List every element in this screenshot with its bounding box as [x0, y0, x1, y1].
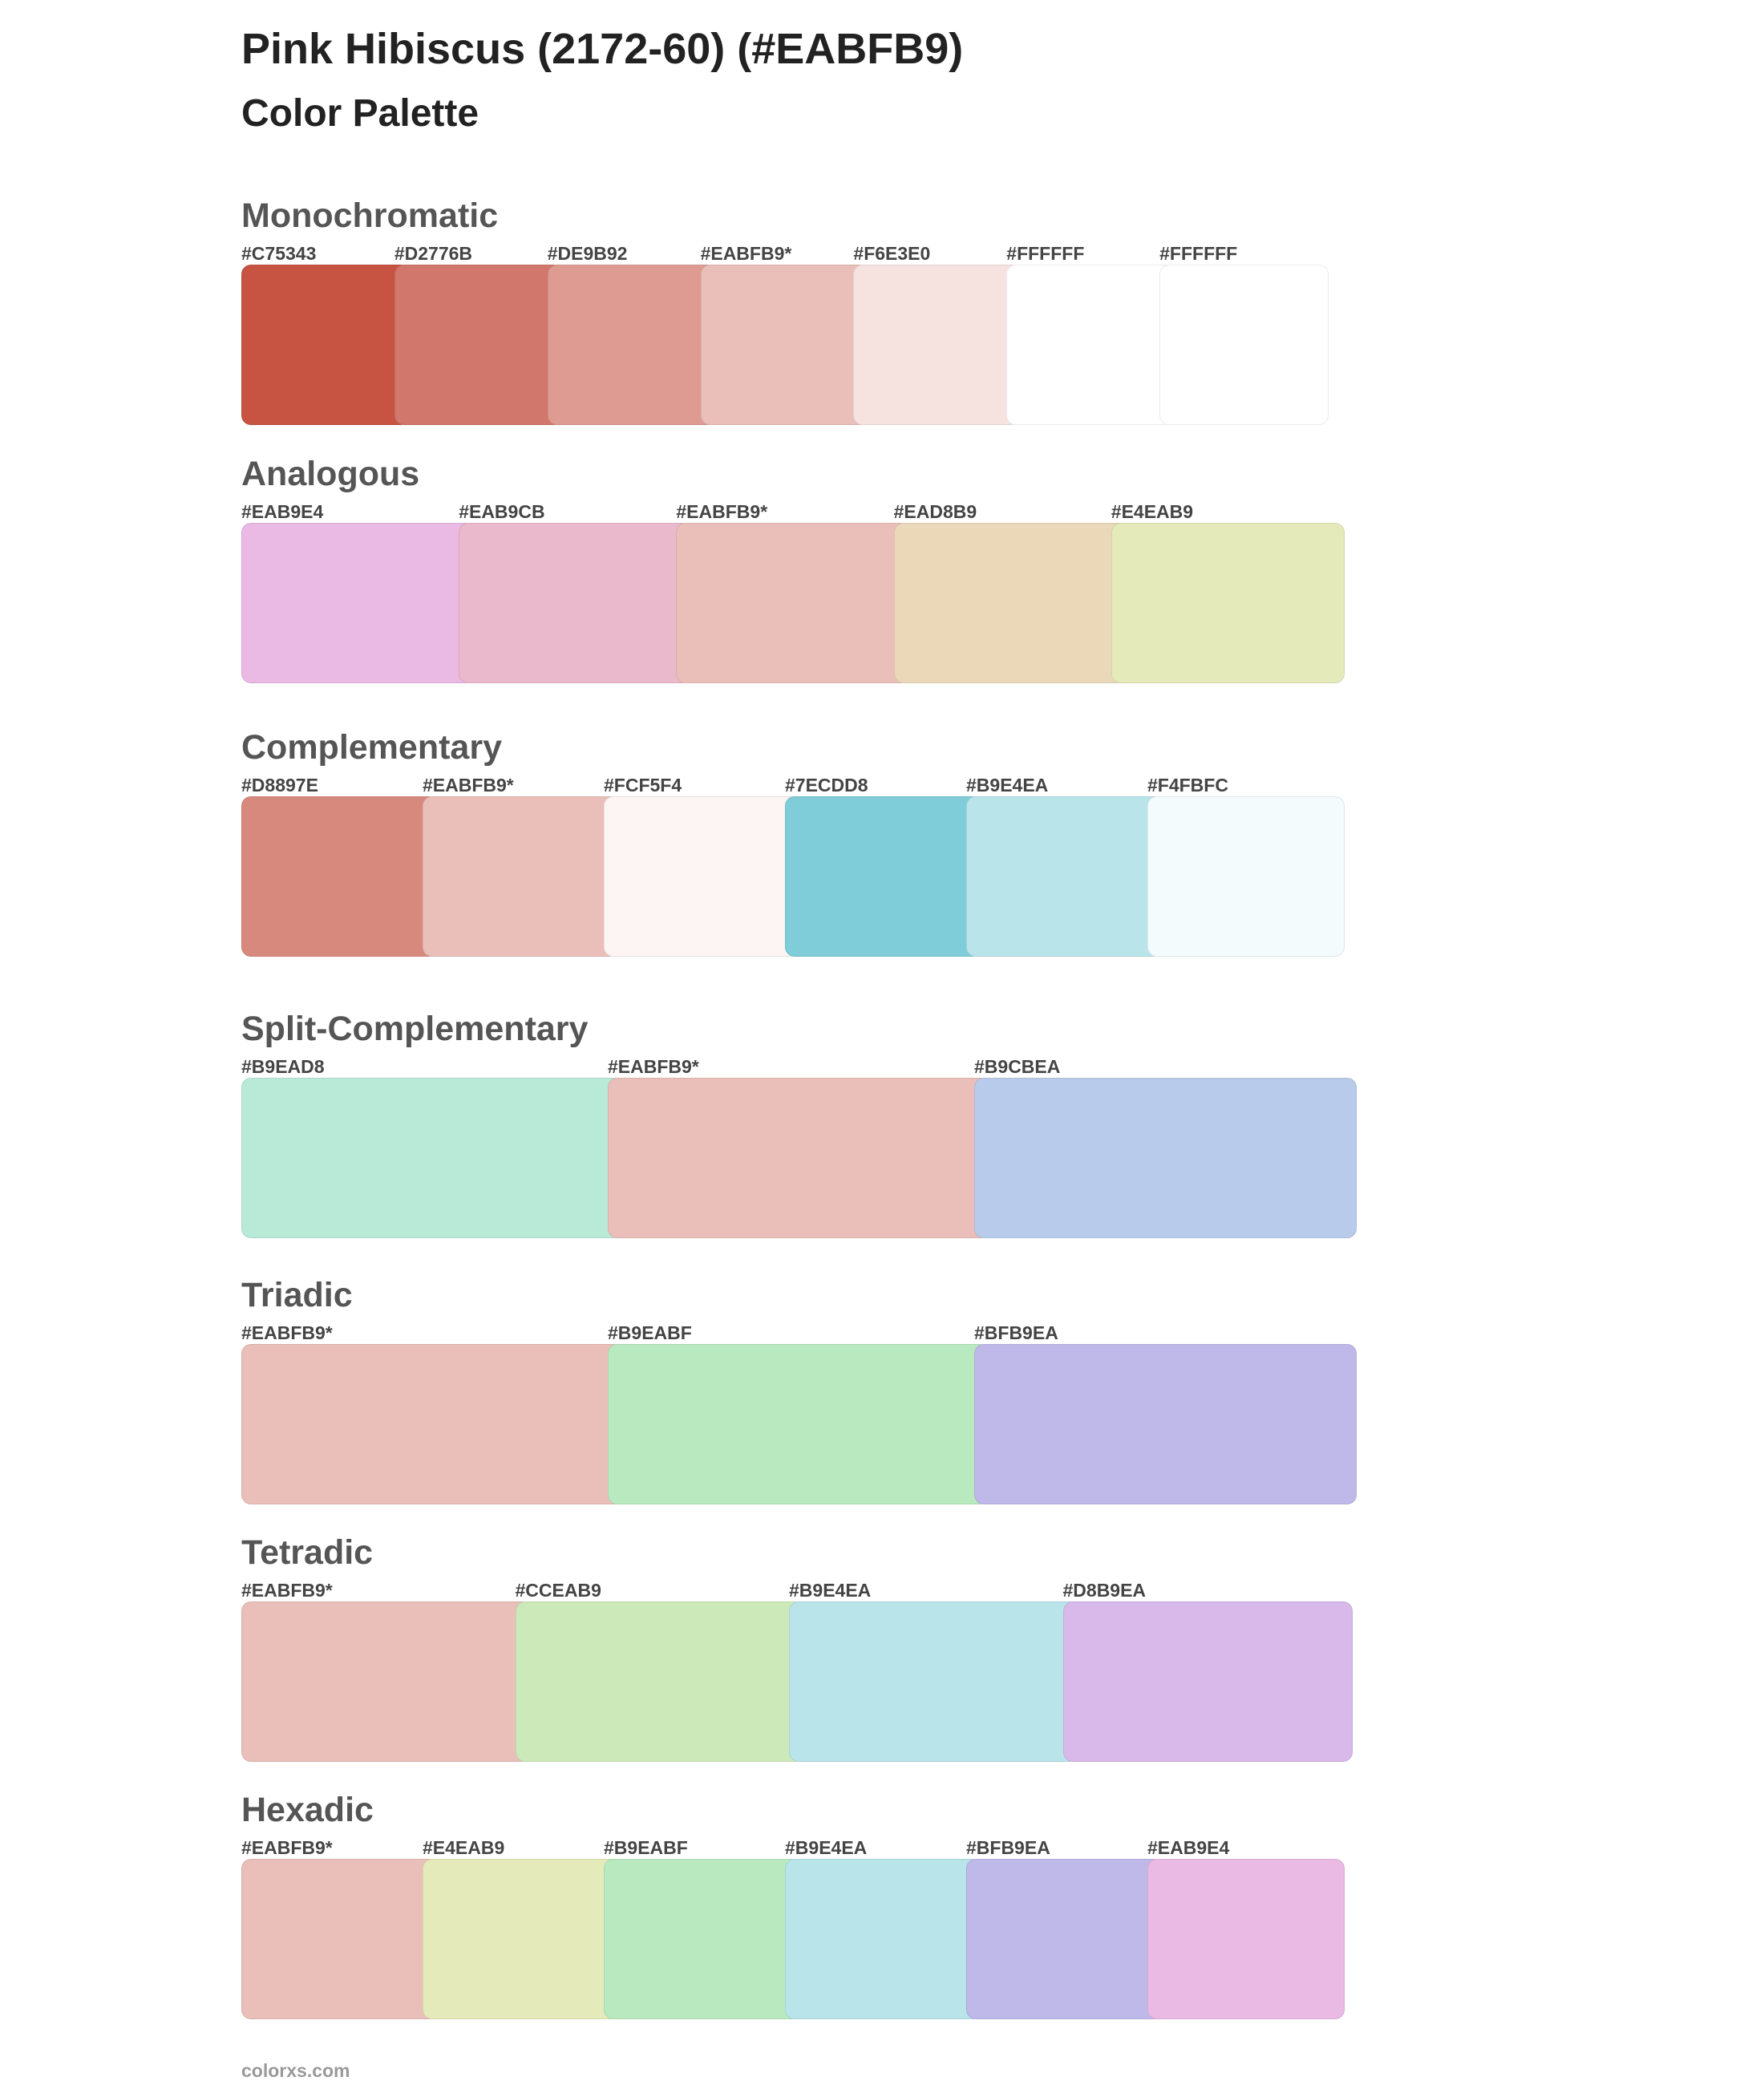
- swatch-label: #F4FBFC: [1147, 775, 1228, 796]
- swatch: [1006, 265, 1176, 425]
- swatch: [241, 1078, 624, 1238]
- swatch-label: #EABFB9*: [700, 243, 792, 264]
- page-title: Pink Hibiscus (2172-60) (#EABFB9): [241, 25, 964, 73]
- footer: colorxs.com: [241, 2060, 350, 2081]
- swatch-label: #E4EAB9: [423, 1837, 505, 1858]
- swatch: [423, 796, 620, 957]
- swatch-label: #DE9B92: [547, 243, 628, 264]
- swatch-label: #E4EAB9: [1111, 501, 1194, 522]
- swatch-label: #FCF5F4: [604, 775, 682, 796]
- swatch-label: #B9E4EA: [966, 775, 1049, 796]
- swatch: [974, 1344, 1357, 1504]
- swatch-label: #FFFFFF: [1006, 243, 1085, 264]
- swatch-label: #B9EABF: [604, 1837, 688, 1858]
- section-title: Analogous: [241, 455, 420, 493]
- swatch: [966, 796, 1163, 957]
- swatch-label: #BFB9EA: [974, 1322, 1058, 1343]
- swatch-label: #B9CBEA: [974, 1056, 1061, 1077]
- swatch: [241, 1344, 624, 1504]
- swatch: [1062, 1601, 1353, 1762]
- section-title: Hexadic: [241, 1791, 374, 1829]
- swatch: [394, 265, 564, 425]
- swatch: [966, 1859, 1163, 2019]
- swatch: [459, 523, 693, 683]
- swatch: [893, 523, 1127, 683]
- swatch-label: #B9EAD8: [241, 1056, 325, 1077]
- swatch: [974, 1078, 1357, 1238]
- swatch-label: #F6E3E0: [853, 243, 931, 264]
- swatch-label: #D8897E: [241, 775, 318, 796]
- swatch: [1147, 796, 1345, 957]
- swatch-label: #D8B9EA: [1062, 1580, 1147, 1601]
- swatch: [241, 796, 439, 957]
- swatch: [241, 1601, 532, 1762]
- section-title: Tetradic: [241, 1533, 374, 1572]
- swatch: [853, 265, 1023, 425]
- swatch: [241, 523, 475, 683]
- swatch-label: #B9EABF: [608, 1322, 692, 1343]
- section-title: Split-Complementary: [241, 1010, 589, 1048]
- swatch: [676, 523, 910, 683]
- swatch-label: #EABFB9*: [423, 775, 514, 796]
- section-title: Monochromatic: [241, 196, 499, 235]
- swatch-label: #B9E4EA: [785, 1837, 868, 1858]
- swatch-label: #EAB9CB: [459, 501, 545, 522]
- swatch: [608, 1344, 990, 1504]
- swatch: [785, 1859, 982, 2019]
- swatch: [604, 796, 801, 957]
- swatch-label: #FFFFFF: [1159, 243, 1238, 264]
- swatch-label: #EAB9E4: [1147, 1837, 1230, 1858]
- swatch-label: #EAB9E4: [241, 501, 324, 522]
- swatch-label: #7ECDD8: [785, 775, 868, 796]
- swatch-label: #EAD8B9: [893, 501, 977, 522]
- swatch: [700, 265, 870, 425]
- swatch-label: #C75343: [241, 243, 317, 264]
- swatch: [608, 1078, 990, 1238]
- swatch-label: #EABFB9*: [241, 1322, 333, 1343]
- swatch-label: #BFB9EA: [966, 1837, 1050, 1858]
- page-subtitle: Color Palette: [241, 92, 479, 135]
- swatch-label: #D2776B: [394, 243, 473, 264]
- swatch: [241, 265, 411, 425]
- swatch-label: #EABFB9*: [241, 1837, 333, 1858]
- swatch: [423, 1859, 620, 2019]
- swatch: [604, 1859, 801, 2019]
- swatch-label: #B9E4EA: [789, 1580, 872, 1601]
- section-title: Complementary: [241, 728, 502, 767]
- section-title: Triadic: [241, 1276, 353, 1314]
- swatch: [241, 1859, 439, 2019]
- swatch: [789, 1601, 1079, 1762]
- swatch-label: #CCEAB9: [515, 1580, 601, 1601]
- swatch: [1159, 265, 1329, 425]
- swatch: [1147, 1859, 1345, 2019]
- swatch-label: #EABFB9*: [608, 1056, 699, 1077]
- swatch-label: #EABFB9*: [241, 1580, 333, 1601]
- swatch: [1111, 523, 1345, 683]
- swatch: [785, 796, 982, 957]
- swatch-label: #EABFB9*: [676, 501, 768, 522]
- swatch: [547, 265, 717, 425]
- swatch: [515, 1601, 805, 1762]
